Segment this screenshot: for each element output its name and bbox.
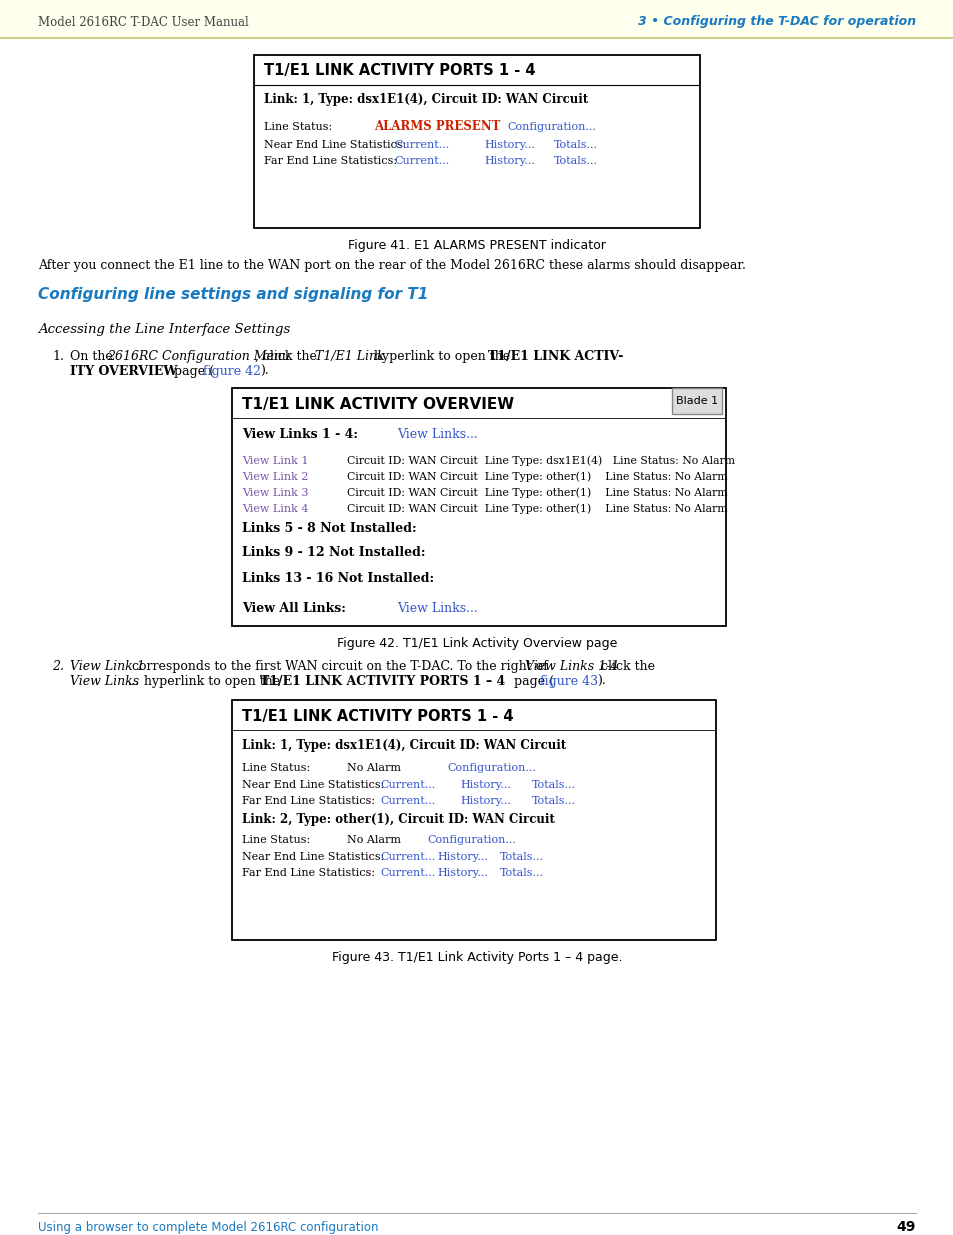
Text: Current...: Current... — [394, 140, 449, 149]
Text: Accessing the Line Interface Settings: Accessing the Line Interface Settings — [38, 324, 290, 336]
Text: Figure 43. T1/E1 Link Activity Ports 1 – 4 page.: Figure 43. T1/E1 Link Activity Ports 1 –… — [332, 951, 621, 965]
Text: History...: History... — [436, 852, 487, 862]
Text: Links 13 - 16 Not Installed:: Links 13 - 16 Not Installed: — [242, 572, 434, 584]
Text: On the: On the — [70, 350, 116, 363]
Text: 3 • Configuring the T-DAC for operation: 3 • Configuring the T-DAC for operation — [638, 16, 915, 28]
Text: ITY OVERVIEW: ITY OVERVIEW — [70, 366, 177, 378]
Text: Current...: Current... — [379, 781, 435, 790]
Text: Totals...: Totals... — [499, 852, 543, 862]
Bar — [671, 388, 721, 414]
Text: Current...: Current... — [379, 797, 435, 806]
Text: T1/E1 Link: T1/E1 Link — [314, 350, 384, 363]
Text: figure 43: figure 43 — [539, 676, 598, 688]
Text: History...: History... — [483, 140, 535, 149]
Text: View Link 2: View Link 2 — [242, 472, 308, 482]
Text: Line Status:: Line Status: — [264, 122, 332, 132]
Text: Totals...: Totals... — [554, 140, 598, 149]
Text: figure 42: figure 42 — [203, 366, 261, 378]
Text: ).: ). — [260, 366, 269, 378]
Text: corresponds to the first WAN circuit on the T-DAC. To the right of: corresponds to the first WAN circuit on … — [128, 659, 551, 673]
Text: ALARMS PRESENT: ALARMS PRESENT — [374, 121, 500, 133]
Text: T1/E1 LINK ACTIVITY PORTS 1 - 4: T1/E1 LINK ACTIVITY PORTS 1 - 4 — [242, 709, 513, 724]
Text: ...: ... — [128, 676, 140, 688]
Text: No Alarm: No Alarm — [347, 835, 400, 845]
Text: Blade 1: Blade 1 — [676, 396, 718, 406]
Text: Near End Line Statistics:: Near End Line Statistics: — [264, 140, 406, 149]
Text: View All Links:: View All Links: — [242, 601, 346, 615]
Text: Links 9 - 12 Not Installed:: Links 9 - 12 Not Installed: — [242, 547, 425, 559]
Text: page (: page ( — [170, 366, 213, 378]
Text: Figure 41. E1 ALARMS PRESENT indicator: Figure 41. E1 ALARMS PRESENT indicator — [348, 240, 605, 252]
Text: 2.: 2. — [52, 659, 64, 673]
Bar — [253, 56, 700, 228]
Text: Current...: Current... — [394, 156, 449, 165]
Text: Near End Line Statistics:: Near End Line Statistics: — [242, 781, 384, 790]
Text: View Link 1: View Link 1 — [242, 456, 308, 466]
Text: 2616RC Configuration Menu: 2616RC Configuration Menu — [107, 350, 290, 363]
Text: View Link 4: View Link 4 — [242, 504, 308, 514]
Text: Link: 2, Type: other(1), Circuit ID: WAN Circuit: Link: 2, Type: other(1), Circuit ID: WAN… — [242, 814, 555, 826]
Bar — [232, 388, 725, 626]
Text: View Links 1-4: View Links 1-4 — [524, 659, 618, 673]
Text: Links 5 - 8 Not Installed:: Links 5 - 8 Not Installed: — [242, 521, 416, 535]
Text: Line Status:: Line Status: — [242, 763, 310, 773]
Text: View Link 1: View Link 1 — [70, 659, 145, 673]
Text: Far End Line Statistics:: Far End Line Statistics: — [242, 797, 375, 806]
Text: Totals...: Totals... — [532, 797, 576, 806]
Text: Far End Line Statistics:: Far End Line Statistics: — [242, 868, 375, 878]
Text: View Links: View Links — [70, 676, 139, 688]
Text: View Links 1 - 4:: View Links 1 - 4: — [242, 429, 357, 441]
Text: Line Status:: Line Status: — [242, 835, 310, 845]
Text: No Alarm: No Alarm — [347, 763, 400, 773]
Text: ).: ). — [597, 676, 605, 688]
Text: Configuring line settings and signaling for T1: Configuring line settings and signaling … — [38, 288, 428, 303]
Text: History...: History... — [459, 797, 511, 806]
Text: T1/E1 LINK ACTIVITY PORTS 1 – 4: T1/E1 LINK ACTIVITY PORTS 1 – 4 — [260, 676, 505, 688]
Text: 1.: 1. — [52, 350, 64, 363]
Text: Circuit ID: WAN Circuit  Line Type: other(1)    Line Status: No Alarm: Circuit ID: WAN Circuit Line Type: other… — [347, 488, 727, 498]
Text: T1/E1 LINK ACTIV-: T1/E1 LINK ACTIV- — [488, 350, 622, 363]
Text: Current...: Current... — [379, 852, 435, 862]
Text: History...: History... — [436, 868, 487, 878]
Text: Configuration...: Configuration... — [427, 835, 516, 845]
Text: View Links...: View Links... — [396, 429, 477, 441]
Text: 49: 49 — [896, 1220, 915, 1234]
Text: View Links...: View Links... — [396, 601, 477, 615]
Text: Circuit ID: WAN Circuit  Line Type: other(1)    Line Status: No Alarm: Circuit ID: WAN Circuit Line Type: other… — [347, 504, 727, 514]
Text: Model 2616RC T-DAC User Manual: Model 2616RC T-DAC User Manual — [38, 16, 249, 28]
Text: hyperlink to open the: hyperlink to open the — [140, 676, 284, 688]
Text: Circuit ID: WAN Circuit  Line Type: dsx1E1(4)   Line Status: No Alarm: Circuit ID: WAN Circuit Line Type: dsx1E… — [347, 456, 734, 467]
Text: Circuit ID: WAN Circuit  Line Type: other(1)    Line Status: No Alarm: Circuit ID: WAN Circuit Line Type: other… — [347, 472, 727, 483]
Text: hyperlink to open the: hyperlink to open the — [370, 350, 514, 363]
Text: Current...: Current... — [379, 868, 435, 878]
Text: page (: page ( — [510, 676, 554, 688]
Text: Totals...: Totals... — [554, 156, 598, 165]
Text: Totals...: Totals... — [499, 868, 543, 878]
Text: History...: History... — [483, 156, 535, 165]
Text: View Link 3: View Link 3 — [242, 488, 308, 498]
Text: Totals...: Totals... — [532, 781, 576, 790]
Text: Configuration...: Configuration... — [447, 763, 536, 773]
Text: click the: click the — [597, 659, 655, 673]
Text: Using a browser to complete Model 2616RC configuration: Using a browser to complete Model 2616RC… — [38, 1220, 378, 1234]
Text: History...: History... — [459, 781, 511, 790]
Text: Figure 42. T1/E1 Link Activity Overview page: Figure 42. T1/E1 Link Activity Overview … — [336, 637, 617, 651]
Text: , click the: , click the — [254, 350, 320, 363]
Bar — [232, 700, 716, 940]
Text: T1/E1 LINK ACTIVITY OVERVIEW: T1/E1 LINK ACTIVITY OVERVIEW — [242, 396, 514, 411]
Text: After you connect the E1 line to the WAN port on the rear of the Model 2616RC th: After you connect the E1 line to the WAN… — [38, 258, 745, 272]
Text: Far End Line Statistics:: Far End Line Statistics: — [264, 156, 396, 165]
Text: Near End Line Statistics:: Near End Line Statistics: — [242, 852, 384, 862]
Bar — [0, 0, 953, 38]
Text: Link: 1, Type: dsx1E1(4), Circuit ID: WAN Circuit: Link: 1, Type: dsx1E1(4), Circuit ID: WA… — [242, 740, 566, 752]
Text: Link: 1, Type: dsx1E1(4), Circuit ID: WAN Circuit: Link: 1, Type: dsx1E1(4), Circuit ID: WA… — [264, 94, 588, 106]
Text: Configuration...: Configuration... — [506, 122, 596, 132]
Text: T1/E1 LINK ACTIVITY PORTS 1 - 4: T1/E1 LINK ACTIVITY PORTS 1 - 4 — [264, 63, 535, 79]
